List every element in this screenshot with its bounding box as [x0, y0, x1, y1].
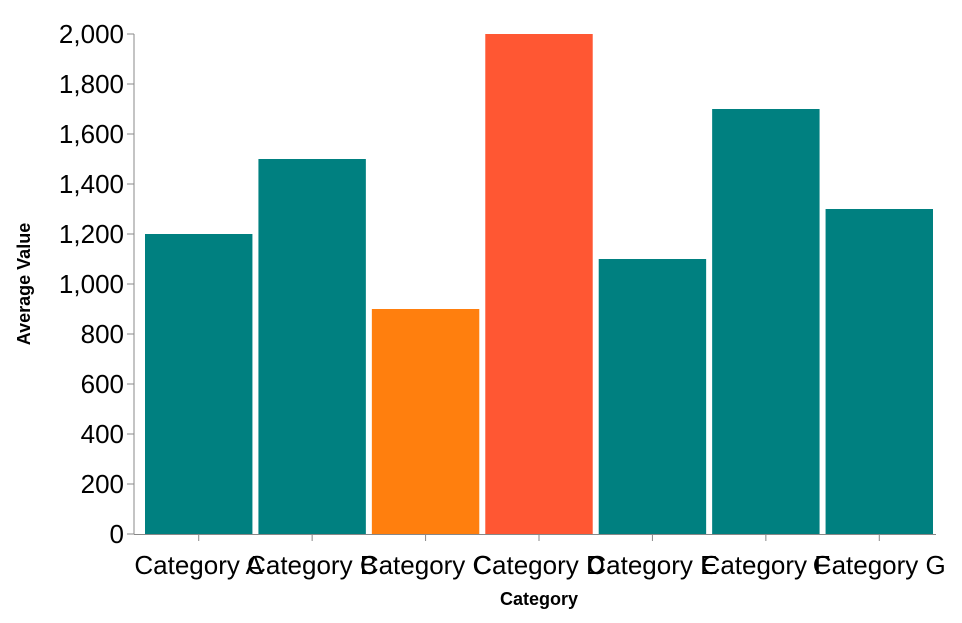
bar-category-a: [145, 234, 253, 534]
bar-category-d: [485, 34, 593, 534]
x-tick-label: Category B: [247, 550, 377, 580]
y-tick-label: 1,600: [59, 119, 124, 149]
y-tick-label: 200: [81, 469, 124, 499]
bar-category-c: [371, 309, 480, 534]
x-axis-title: Category: [500, 589, 578, 609]
y-tick-label: 400: [81, 419, 124, 449]
y-tick-label: 2,000: [59, 19, 124, 49]
y-tick-label: 1,800: [59, 69, 124, 99]
y-tick-label: 1,200: [59, 219, 124, 249]
y-tick-label: 1,400: [59, 169, 124, 199]
y-tick-label: 600: [81, 369, 124, 399]
y-tick-label: 1,000: [59, 269, 124, 299]
bar-category-b: [258, 159, 366, 534]
y-tick-label: 0: [110, 519, 124, 549]
y-axis-title: Average Value: [14, 223, 34, 345]
x-tick-label: Category C: [360, 550, 492, 580]
bar-category-g: [825, 209, 933, 534]
x-tick-label: Category A: [134, 550, 263, 580]
bars-layer: [145, 34, 933, 534]
x-tick-label: Category D: [473, 550, 605, 580]
y-axis: 0 200 400 600 800 1,000 1,200 1,400 1,600 1,800 2,…: [59, 19, 135, 549]
bar-category-f: [712, 109, 820, 534]
x-tick-label: Category F: [702, 550, 831, 580]
y-tick-label: 800: [81, 319, 124, 349]
x-tick-label: Category G: [813, 550, 946, 580]
bar-category-e: [598, 259, 707, 534]
x-tick-label: Category E: [587, 550, 717, 580]
